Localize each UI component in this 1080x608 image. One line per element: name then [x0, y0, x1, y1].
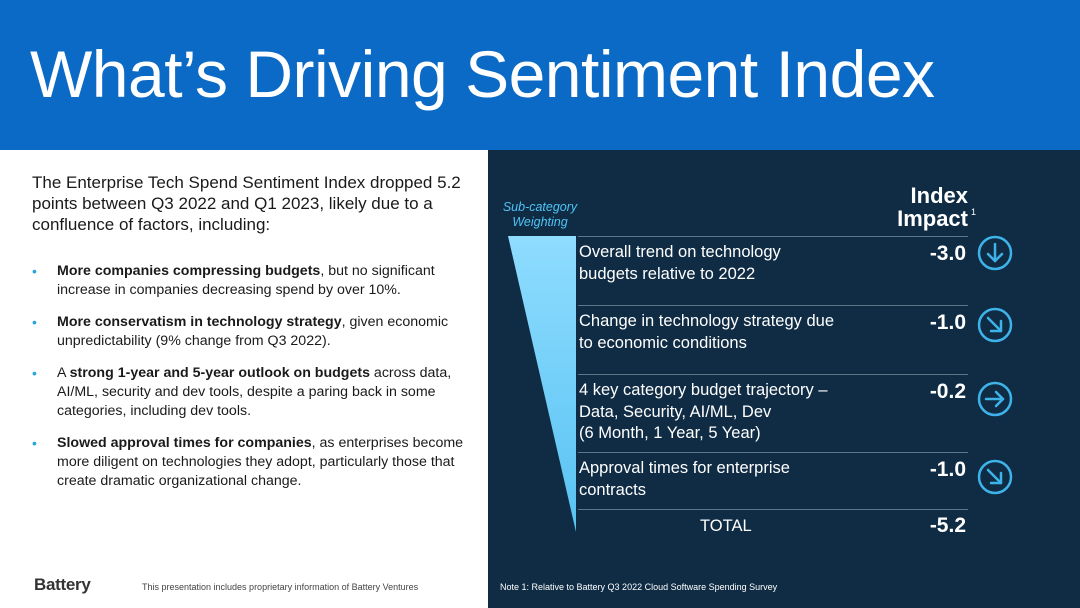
divider: [578, 509, 968, 510]
impact-header-line: Impact: [897, 206, 968, 231]
impact-value: -1.0: [929, 458, 966, 481]
bullet-pre-text: A: [57, 365, 70, 381]
impact-row-label: 4 key category budget trajectory – Data,…: [579, 380, 889, 445]
row-label-line: Change in technology strategy due: [579, 312, 835, 330]
battery-logo: Battery: [34, 575, 91, 594]
impact-value: -0.2: [929, 380, 966, 403]
bullet-bold-text: strong 1-year and 5-year outlook on budg…: [69, 365, 370, 381]
arrow-down-icon: [977, 235, 1013, 271]
bullet-bold-text: Slowed approval times for companies: [57, 435, 312, 451]
row-label-line: Overall trend on technology: [579, 243, 781, 261]
survey-note: Note 1: Relative to Battery Q3 2022 Clou…: [500, 582, 778, 592]
intro-paragraph: The Enterprise Tech Spend Sentiment Inde…: [32, 173, 461, 234]
row-label-line: Data, Security, AI/ML, Dev: [579, 402, 772, 421]
divider: [578, 305, 968, 306]
list-item: • Slowed approval times for companies, as…: [32, 434, 472, 491]
bullet-text: across data, AI/ML, security and dev too…: [57, 365, 452, 419]
list-item: • A strong 1-year and 5-year outlook on b…: [32, 364, 472, 421]
left-text-panel: The Enterprise Tech Spend Sentiment Inde…: [0, 150, 488, 608]
footnote-marker: 1: [971, 207, 977, 217]
impact-row-label: Change in technology strategy due to eco…: [579, 311, 889, 354]
bullet-dot-icon: •: [32, 365, 37, 381]
arrow-down-right-icon: [977, 459, 1013, 495]
weighting-label-line: Sub-category: [502, 200, 578, 214]
bullet-bold-text: More conservatism in technology strategy: [57, 314, 342, 330]
impact-row-label: Approval times for enterprise contracts: [579, 458, 889, 501]
bullet-bold-text: More companies compressing budgets: [57, 263, 321, 279]
impact-panel: [488, 150, 1080, 608]
weighting-label-line: Weighting: [512, 215, 568, 229]
list-item: • More companies compressing budgets, but…: [32, 262, 472, 300]
bullet-dot-icon: •: [32, 263, 37, 279]
weighting-label: Sub-category Weighting: [500, 200, 580, 230]
confidential-note: This presentation includes proprietary i…: [142, 582, 419, 592]
slide-title: What’s Driving Sentiment Index: [30, 37, 935, 111]
impact-value: -1.0: [929, 311, 966, 334]
row-label-line: budgets relative to 2022: [579, 264, 756, 283]
divider: [578, 236, 968, 237]
arrow-down-right-icon: [977, 307, 1013, 343]
total-label: TOTAL: [700, 517, 752, 535]
total-value: -5.2: [929, 514, 966, 537]
row-label-line: (6 Month, 1 Year, 5 Year): [579, 424, 761, 442]
bullet-dot-icon: •: [32, 314, 37, 330]
divider: [578, 374, 968, 375]
index-impact-header: Index Impact: [858, 184, 968, 230]
list-item: • More conservatism in technology strateg…: [32, 313, 472, 351]
divider: [578, 452, 968, 453]
impact-value: -3.0: [929, 242, 966, 265]
arrow-right-icon: [977, 381, 1013, 417]
row-label-line: contracts: [579, 480, 646, 499]
impact-header-line: Index: [910, 183, 968, 208]
impact-row-label: Overall trend on technology budgets rela…: [579, 242, 889, 285]
row-label-line: 4 key category budget trajectory –: [579, 381, 828, 399]
bullet-dot-icon: •: [32, 435, 37, 451]
row-label-line: Approval times for enterprise: [579, 459, 790, 477]
bullet-text: , but no significant increase in compani…: [57, 263, 435, 298]
bullet-list: • More companies compressing budgets, but…: [32, 262, 472, 504]
bullet-text: , as enterprises become more diligent on…: [57, 435, 464, 489]
bullet-text: , given economic unpredictability (9% ch…: [57, 314, 449, 349]
row-label-line: to economic conditions: [579, 333, 747, 352]
title-banner: What’s Driving Sentiment Index: [0, 0, 1080, 150]
weighting-wedge-icon: [508, 236, 576, 532]
